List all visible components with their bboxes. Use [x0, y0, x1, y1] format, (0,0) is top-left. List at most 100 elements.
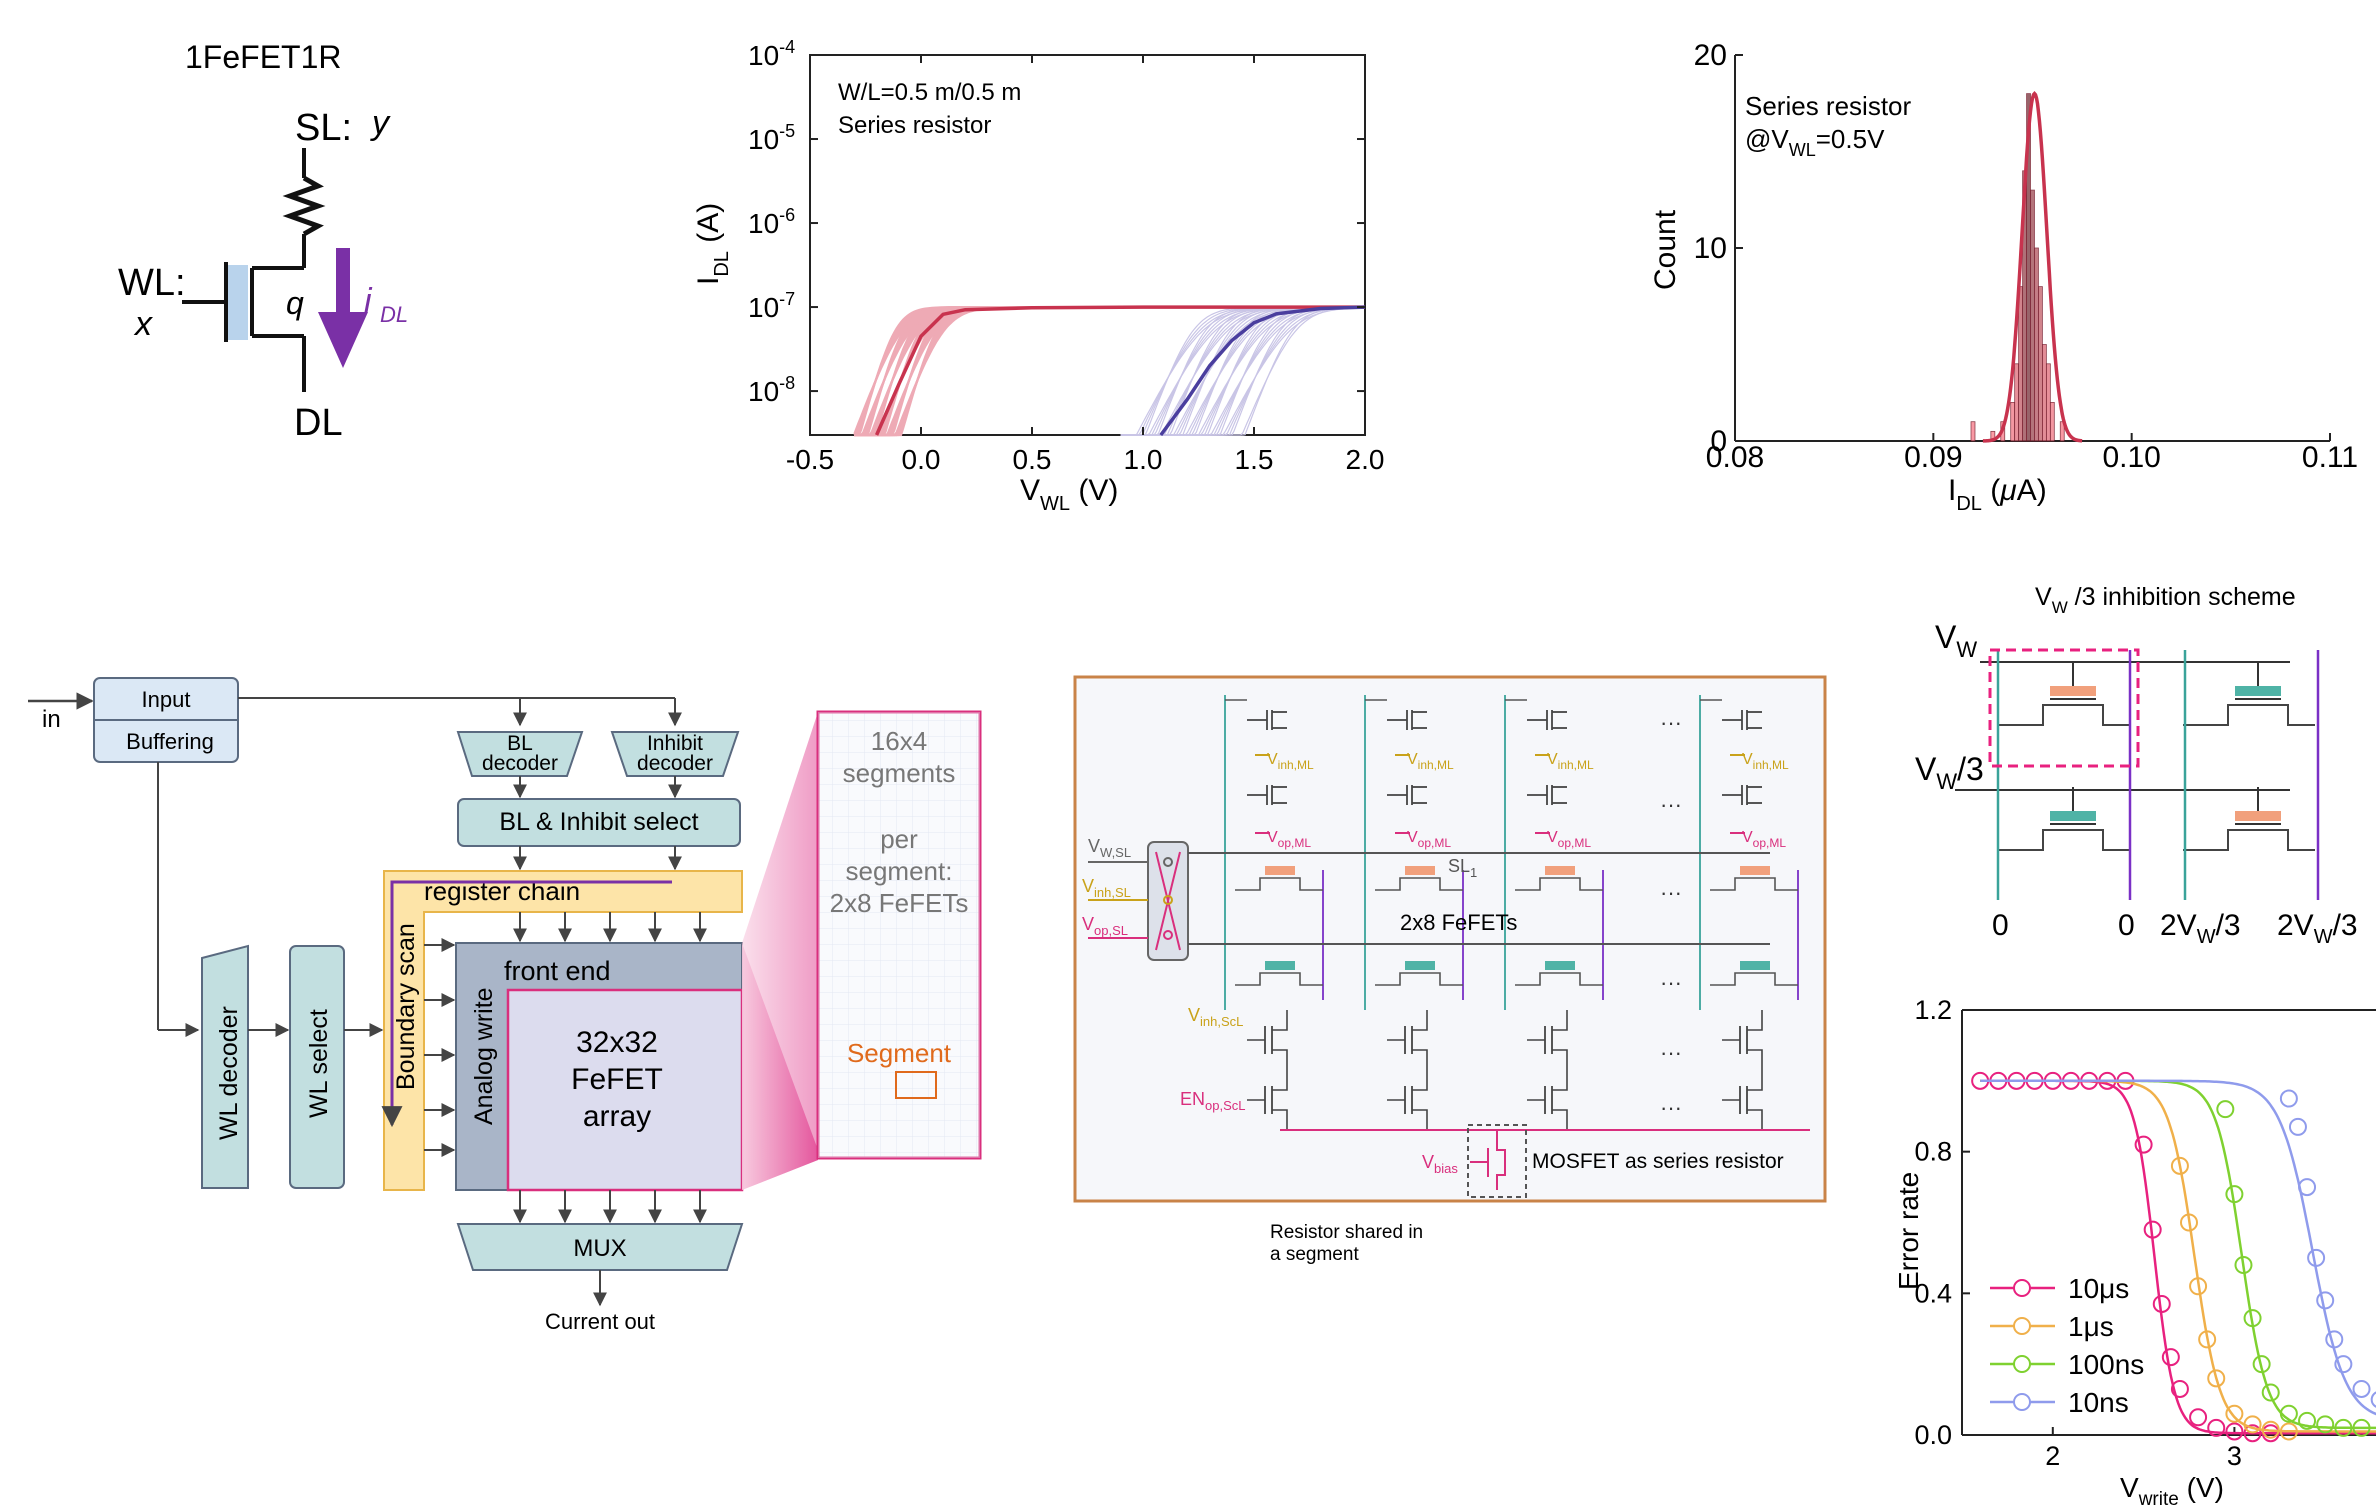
v-bias-main: V	[1422, 1152, 1434, 1172]
bl-decoder-line1: BL	[507, 732, 533, 755]
ellipsis-dots: ···	[1660, 1040, 1682, 1065]
ellipsis-dots: ···	[1660, 970, 1682, 995]
err-point	[2170, 1156, 2189, 1175]
inhibition-cells	[1998, 662, 2315, 851]
scl-fet	[1412, 1010, 1428, 1070]
mosfet-resistor-box	[1467, 1124, 1527, 1198]
err-point	[2152, 1294, 2171, 1313]
scl-fet	[1747, 1070, 1763, 1130]
v-inh-scl-sub: inh,ScL	[1200, 1014, 1243, 1029]
err-point	[2252, 1355, 2271, 1374]
hist-ylabel: Count	[1649, 209, 1682, 290]
scl-fet	[1747, 1010, 1763, 1070]
hist-xlabel-unit: (	[1982, 474, 2000, 507]
v-w-sl: VW,SL	[1088, 836, 1131, 860]
fefet-cell-gate	[1740, 866, 1770, 875]
mux-block	[456, 1223, 744, 1271]
err-point	[2243, 1424, 2262, 1443]
v-inh-ml-cell-sub: inh,ML	[1753, 758, 1789, 772]
fefet-cell-gate	[1740, 961, 1770, 970]
iv-ytick-label: 10-4	[748, 37, 795, 71]
v-inh-ml-cell-sub: inh,ML	[1418, 758, 1454, 772]
register-chain-block	[383, 870, 743, 1191]
err-point	[2234, 1256, 2253, 1274]
v-op-ml-cell-sub: op,ML	[1753, 836, 1787, 850]
fefets-label: 2x8 FeFETs	[1400, 910, 1517, 935]
err-point	[2298, 1178, 2317, 1197]
scl-fet	[1552, 1070, 1568, 1130]
vw-label: VW	[1935, 619, 1977, 662]
hist-xtick-label: 0.09	[1904, 441, 1962, 474]
array-line1: 32x32	[576, 1026, 658, 1059]
array-line3: array	[583, 1100, 651, 1133]
legend-label: 1μs	[2068, 1311, 2114, 1342]
input-label: Input	[142, 687, 191, 712]
b2b-post: /3	[2333, 909, 2358, 942]
resistor-icon	[282, 175, 326, 237]
legend-marker	[2013, 1355, 2031, 1373]
err-point	[2225, 1404, 2244, 1423]
circuit-1fefet1r: 1FeFET1R SL: y WL: x q i DL DL	[118, 39, 408, 444]
hist-ytick-label: 0	[1710, 425, 1727, 458]
bottom-2vw3b: 2VW/3	[2277, 909, 2358, 948]
err-xlabel-unit: (V)	[2179, 1472, 2224, 1503]
b2b-pre: 2V	[2277, 909, 2314, 942]
iv-xlabel-unit: (V)	[1070, 474, 1118, 507]
inh-cell-gate	[2235, 811, 2281, 821]
hist-bar	[2045, 363, 2051, 442]
err-point	[2180, 1213, 2198, 1232]
current-out-label: Current out	[545, 1309, 655, 1334]
err-xlabel: Vwrite (V)	[2120, 1472, 2224, 1510]
hist-bar	[2030, 189, 2035, 442]
bottom-2vw3a: 2VW/3	[2160, 909, 2241, 948]
v-inh-sl: Vinh,SL	[1082, 876, 1131, 900]
ellipsis-dots: ···	[1660, 792, 1682, 817]
vw3-sub: W	[1936, 769, 1957, 794]
vw-main: V	[1935, 619, 1957, 655]
segment-label: Segment	[847, 1038, 952, 1068]
wl-var: x	[133, 305, 153, 343]
inh-cell	[1998, 829, 2130, 851]
hist-bar	[1970, 421, 1976, 442]
err-ylabel: Error rate	[1893, 1172, 1924, 1290]
inh-cell	[2183, 704, 2315, 726]
iv-xlabel-main: V	[1020, 474, 1040, 507]
err-point	[2161, 1348, 2180, 1367]
iv-ylabel-sub: DL	[711, 251, 733, 277]
err-point	[2134, 1135, 2153, 1154]
err-ytick-label: 0.0	[1914, 1420, 1952, 1450]
hist-bar	[2038, 286, 2043, 442]
iv-ytick-label: 10-7	[748, 289, 795, 323]
inh-cell-gate	[2050, 686, 2096, 696]
v-inh-ml-cell-sub: inh,ML	[1558, 758, 1594, 772]
err-point	[2143, 1220, 2162, 1239]
inh-cell	[2183, 829, 2315, 851]
v-op-ml-cell-sub: op,ML	[1278, 836, 1312, 850]
inh-title-pre: V	[2035, 583, 2052, 611]
segments-line1: 16x4	[871, 726, 927, 756]
fefet-cell-gate	[1265, 866, 1295, 875]
array-line2: FeFET	[571, 1063, 663, 1096]
hist-ann2-post: =0.5V	[1816, 124, 1885, 154]
q-var: q	[286, 285, 304, 321]
segments-panel	[816, 710, 982, 1160]
segment-schematic: Vinh,MLVop,MLVinh,MLVop,MLVinh,MLVop,MLV…	[1073, 675, 1827, 1265]
caption-line1: Resistor shared in	[1270, 1222, 1423, 1243]
err-point	[2298, 1411, 2317, 1430]
bottom-0a: 0	[1992, 909, 2009, 942]
err-point	[2207, 1418, 2226, 1437]
ellipsis-dots: ···	[1660, 880, 1682, 905]
iv-xtick-label: 0.5	[1013, 444, 1052, 475]
iv-ytick-exp: -7	[779, 289, 795, 309]
legend-marker	[2013, 1279, 2031, 1297]
sl1-sub: 1	[1470, 865, 1477, 880]
per-line2: segment:	[846, 856, 953, 886]
hist-xlabel-main: I	[1948, 474, 1956, 507]
b2b-sub: W	[2314, 926, 2333, 948]
i-var: i	[364, 282, 373, 320]
v-bias-sub: bias	[1434, 1161, 1458, 1176]
block-diagram: in Input Buffering BL decoder Inhibit de…	[28, 677, 982, 1334]
segment-marker	[895, 1071, 937, 1099]
wl-decoder-block	[201, 944, 249, 1189]
err-ytick-label: 0.8	[1914, 1137, 1952, 1167]
